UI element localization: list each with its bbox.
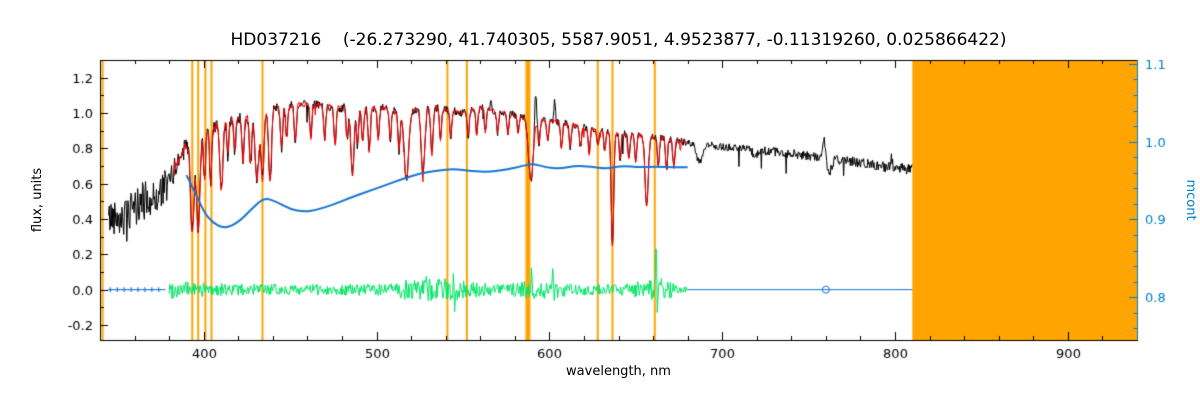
- x-axis-label: wavelength, nm: [566, 364, 671, 379]
- y-axis-label-left: flux, units: [30, 167, 45, 233]
- plot-title: HD037216 (-26.273290, 41.740305, 5587.90…: [230, 30, 1007, 50]
- y-axis-label-right: mcont: [1183, 179, 1198, 221]
